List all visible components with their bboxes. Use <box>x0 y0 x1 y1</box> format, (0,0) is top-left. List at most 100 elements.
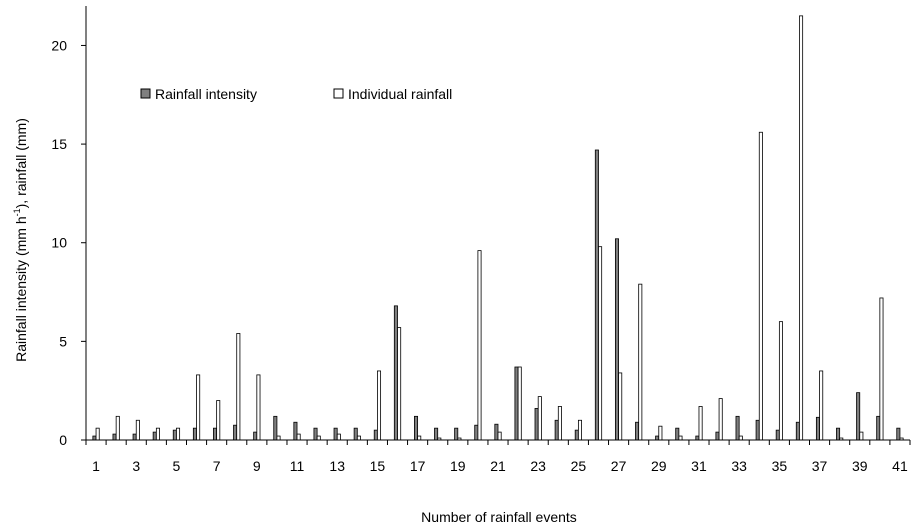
x-tick-label: 31 <box>691 458 707 474</box>
individual-rainfall-bar <box>336 433 341 441</box>
rainfall-intensity-bar <box>414 415 419 441</box>
x-tick-label: 5 <box>173 458 181 474</box>
rainfall-intensity-bar <box>856 392 861 441</box>
rainfall-intensity-bar <box>373 429 378 441</box>
legend-label-intensity: Rainfall intensity <box>155 86 257 102</box>
x-tick-label: 7 <box>213 458 221 474</box>
rainfall-intensity-bars <box>92 149 901 441</box>
rainfall-intensity-bar <box>494 423 499 441</box>
individual-rainfall-bar <box>517 366 522 441</box>
rainfall-intensity-bar <box>253 431 258 441</box>
individual-rainfall-bar <box>397 327 402 441</box>
individual-rainfall-bar <box>256 374 261 441</box>
individual-rainfall-bar <box>356 435 361 441</box>
individual-rainfall-bar <box>196 374 201 441</box>
x-tick-label: 19 <box>450 458 466 474</box>
rainfall-intensity-bar <box>614 238 619 441</box>
y-axis-label-superscript: -1 <box>12 208 22 216</box>
x-tick-label: 1 <box>92 458 100 474</box>
legend-swatch-rainfall <box>333 88 344 99</box>
individual-rainfall-bar <box>276 435 281 441</box>
individual-rainfall-bar <box>799 15 804 441</box>
rainfall-intensity-bar <box>333 427 338 441</box>
individual-rainfall-bars <box>95 15 904 441</box>
individual-rainfall-bar <box>738 435 743 441</box>
y-tick-label: 10 <box>51 235 67 251</box>
individual-rainfall-bar <box>819 370 824 441</box>
individual-rainfall-bar <box>176 427 181 441</box>
x-tick-label: 25 <box>571 458 587 474</box>
x-tick-label: 3 <box>132 458 140 474</box>
rainfall-intensity-bar <box>594 149 599 441</box>
individual-rainfall-bar <box>859 431 864 441</box>
x-tick-label: 9 <box>253 458 261 474</box>
x-tick-label: 29 <box>651 458 667 474</box>
rainfall-intensity-bar <box>434 427 439 441</box>
rainfall-intensity-bar <box>775 429 780 441</box>
individual-rainfall-bar <box>377 370 382 441</box>
legend-swatch-intensity <box>140 88 151 99</box>
x-tick-label: 13 <box>329 458 345 474</box>
individual-rainfall-bar <box>658 425 663 441</box>
x-axis-ticks: 1 3 5 7 9 11 13 15 17 19 21 23 25 27 29 31 33 35 37 39 41 <box>85 440 911 474</box>
rainfall-intensity-bar <box>353 427 358 441</box>
rainfall-intensity-bar <box>755 419 760 441</box>
x-tick-label: 21 <box>490 458 506 474</box>
x-tick-label: 15 <box>370 458 386 474</box>
rainfall-intensity-bar <box>92 435 97 441</box>
x-tick-label: 11 <box>290 458 305 474</box>
rainfall-intensity-bar <box>876 415 881 441</box>
rainfall-intensity-bar <box>233 424 238 441</box>
y-axis-label-main: Rainfall intensity (mm h <box>13 216 29 362</box>
individual-rainfall-bar <box>236 333 241 441</box>
x-tick-label: 23 <box>530 458 546 474</box>
rainfall-intensity-bar <box>655 435 660 441</box>
rainfall-intensity-bar <box>313 427 318 441</box>
rainfall-intensity-bar <box>635 421 640 441</box>
individual-rainfall-bar <box>638 283 643 441</box>
individual-rainfall-bar <box>598 246 603 441</box>
rainfall-intensity-bar <box>715 431 720 441</box>
individual-rainfall-bar <box>135 419 140 441</box>
individual-rainfall-bar <box>216 400 221 441</box>
individual-rainfall-bar <box>698 406 703 441</box>
legend: Rainfall intensity Individual rainfall <box>140 86 452 102</box>
individual-rainfall-bar <box>718 398 723 441</box>
rainfall-intensity-bar <box>132 433 137 441</box>
rainfall-intensity-bar <box>112 433 117 441</box>
individual-rainfall-bar <box>477 250 482 441</box>
x-tick-label: 39 <box>852 458 868 474</box>
y-tick-label: 0 <box>59 432 67 448</box>
y-axis-label-tail: ), rainfall (mm) <box>13 118 29 208</box>
x-tick-label: 35 <box>772 458 788 474</box>
rainfall-intensity-bar <box>293 421 298 441</box>
individual-rainfall-bar <box>497 431 502 441</box>
rainfall-intensity-bar <box>675 427 680 441</box>
individual-rainfall-bar <box>758 131 763 441</box>
rainfall-intensity-bar <box>896 427 901 441</box>
rainfall-intensity-bar <box>152 431 157 441</box>
y-tick-label: 20 <box>51 37 67 53</box>
rainfall-intensity-bar <box>695 435 700 441</box>
individual-rainfall-bar <box>417 435 422 441</box>
rainfall-intensity-bar <box>554 419 559 441</box>
rainfall-intensity-bar <box>534 408 539 441</box>
x-tick-label: 17 <box>410 458 426 474</box>
individual-rainfall-bar <box>577 419 582 441</box>
rainfall-intensity-bar <box>273 415 278 441</box>
rainfall-intensity-bar <box>815 416 820 441</box>
individual-rainfall-bar <box>537 396 542 441</box>
y-tick-label: 15 <box>51 136 67 152</box>
individual-rainfall-bar <box>316 435 321 441</box>
rainfall-intensity-bar <box>213 427 218 441</box>
y-axis-label: Rainfall intensity (mm h-1), rainfall (m… <box>12 118 29 362</box>
x-axis-label: Number of rainfall events <box>421 509 577 525</box>
rainfall-intensity-bar <box>836 427 841 441</box>
x-tick-label: 27 <box>611 458 627 474</box>
individual-rainfall-bar <box>296 433 301 441</box>
individual-rainfall-bar <box>618 372 623 441</box>
individual-rainfall-bar <box>879 297 884 441</box>
rainfall-intensity-bar <box>393 305 398 441</box>
y-axis-ticks: 0 5 10 15 20 <box>51 37 86 448</box>
x-tick-label: 37 <box>812 458 828 474</box>
